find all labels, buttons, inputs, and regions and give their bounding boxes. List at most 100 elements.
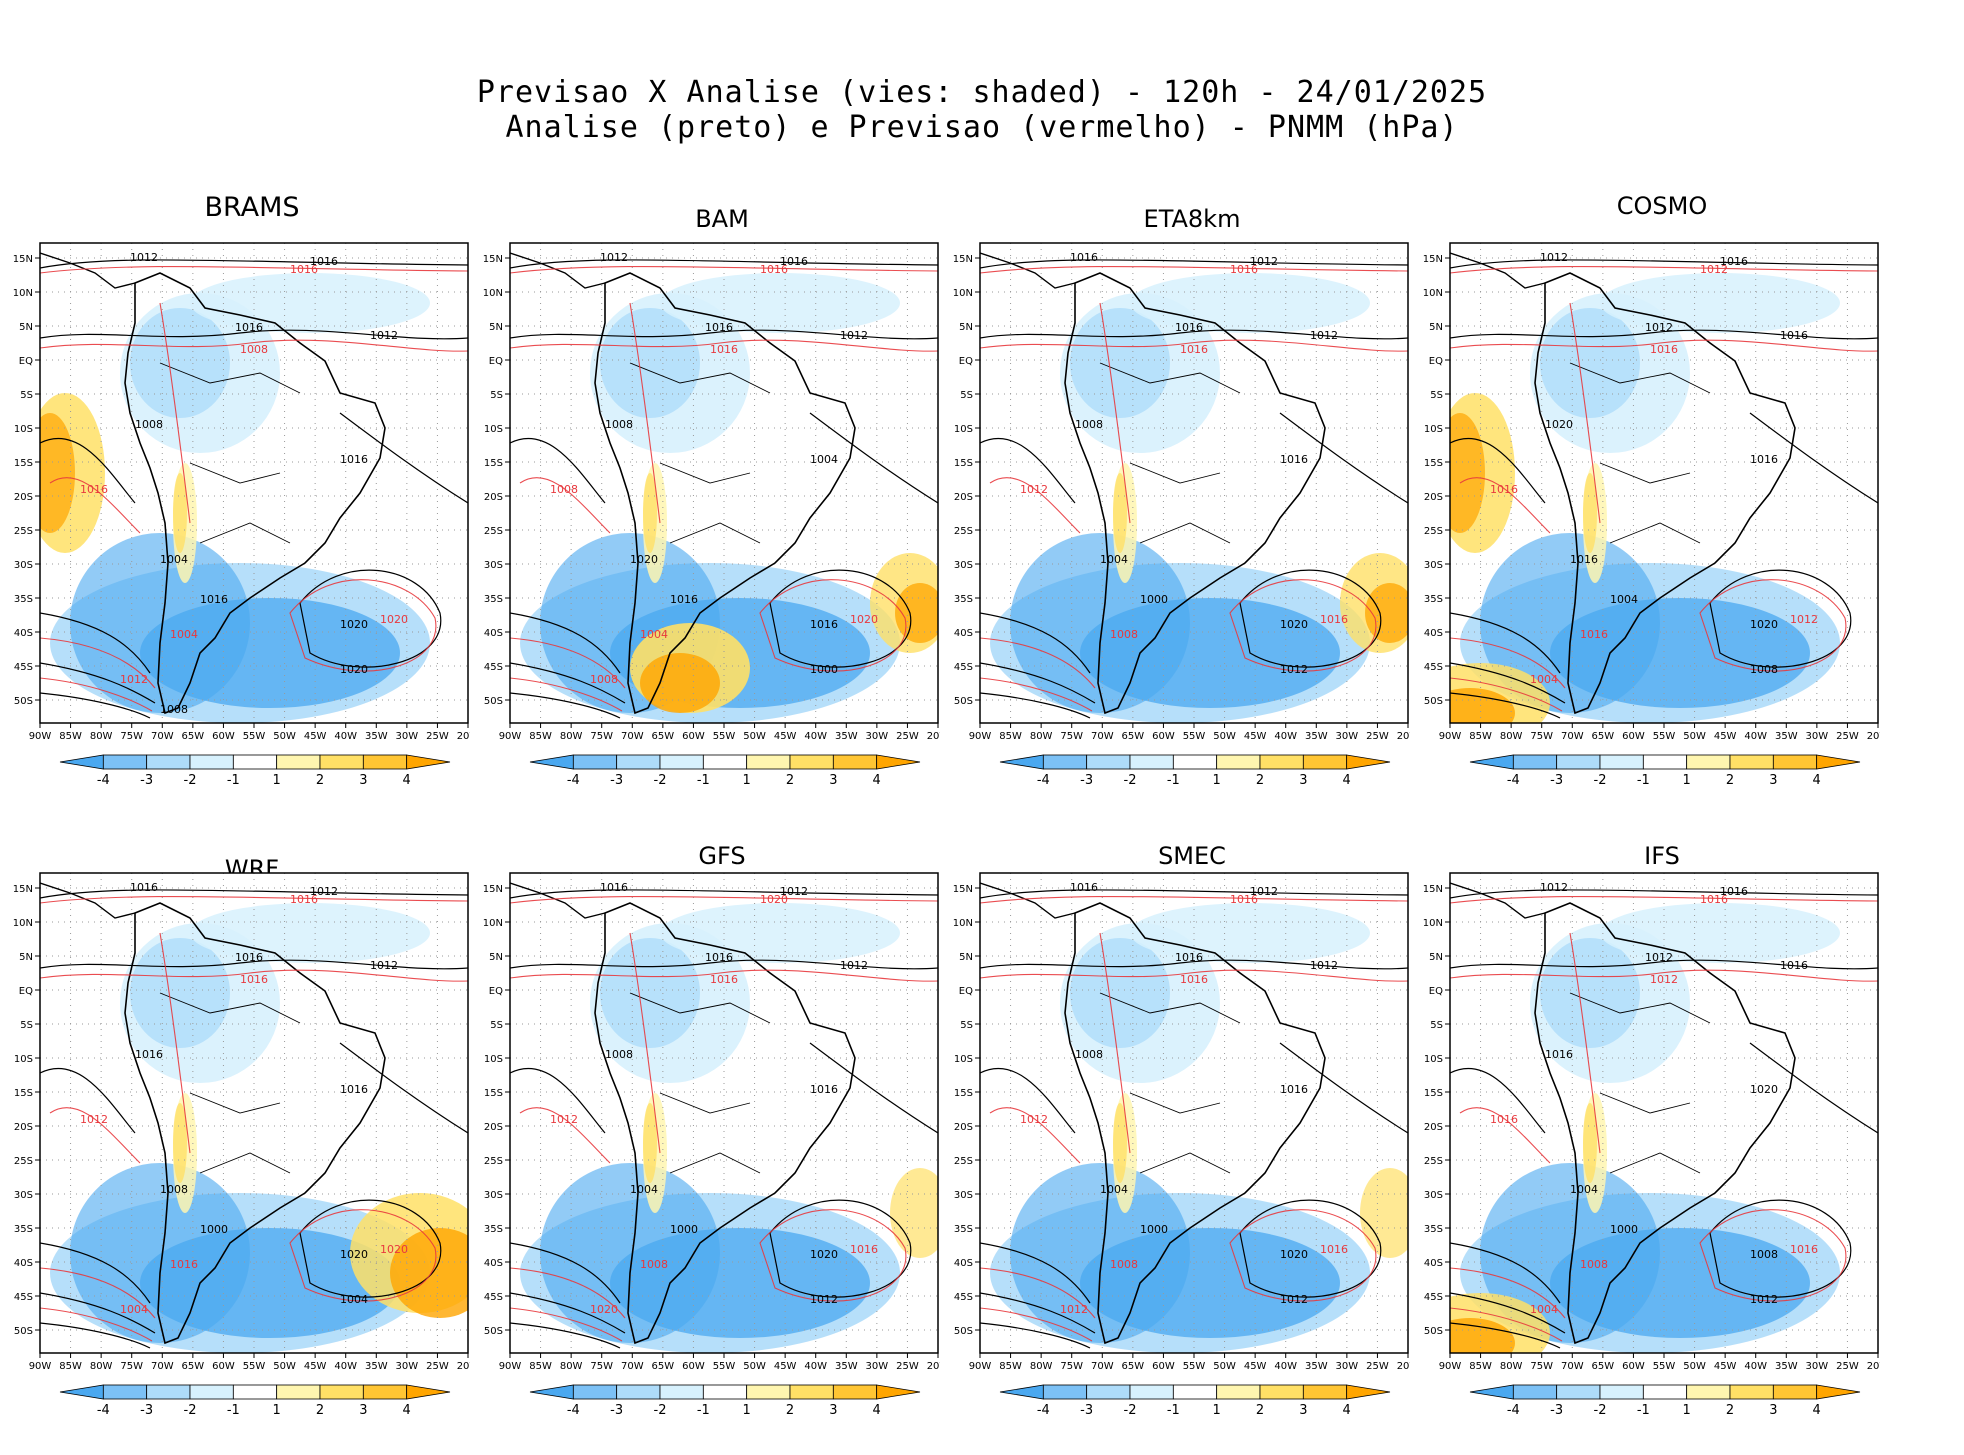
lat-tick-label: 35S bbox=[14, 1224, 33, 1235]
panel-title: SMEC bbox=[1158, 842, 1226, 870]
colorbar-segment bbox=[1772, 1384, 1818, 1400]
isobar-label-forecast: 1016 bbox=[710, 973, 738, 986]
isobar-label-forecast: 1016 bbox=[1320, 613, 1348, 626]
lat-tick-label: 15S bbox=[954, 1088, 973, 1099]
lon-tick-label: 60W bbox=[1152, 731, 1175, 742]
isobar-label-analysis: 1016 bbox=[1070, 881, 1098, 894]
lat-tick-label: EQ bbox=[489, 356, 503, 367]
isobar-label-forecast: 1004 bbox=[1530, 673, 1558, 686]
lat-tick-label: 20S bbox=[484, 1122, 503, 1133]
colorbar-segment bbox=[1642, 754, 1688, 770]
colorbar-label: 4 bbox=[873, 773, 881, 788]
lon-tick-label: 30W bbox=[866, 731, 889, 742]
colorbar-segment bbox=[1172, 754, 1218, 770]
lon-tick-label: 45W bbox=[1244, 731, 1267, 742]
isobar-label-analysis: 1016 bbox=[340, 453, 368, 466]
isobar-label-analysis: 1016 bbox=[1780, 959, 1808, 972]
lat-tick-label: 5N bbox=[489, 322, 503, 333]
lon-tick-label: 50W bbox=[743, 1361, 766, 1372]
isobar-label-forecast: 1020 bbox=[850, 613, 878, 626]
colorbar-label: 2 bbox=[1726, 1403, 1734, 1418]
isobar-label-analysis: 1012 bbox=[840, 329, 868, 342]
lat-tick-label: 25S bbox=[14, 526, 33, 537]
isobar-label-analysis: 1020 bbox=[340, 1248, 368, 1261]
lon-tick-label: 75W bbox=[1530, 731, 1553, 742]
isobar-label-analysis: 1012 bbox=[1310, 959, 1338, 972]
panel-brams: BRAMS 1012 1016 1016 1012 1008 1016 1020 1004 102… bbox=[0, 185, 470, 825]
lon-tick-label: 50W bbox=[1683, 1361, 1706, 1372]
colorbar-segment bbox=[1469, 1384, 1514, 1400]
colorbar-label: 2 bbox=[1726, 773, 1734, 788]
lon-tick-label: 40W bbox=[1744, 1361, 1767, 1372]
isobar-label-analysis: 1016 bbox=[235, 951, 263, 964]
lon-tick-label: 85W bbox=[1469, 1361, 1492, 1372]
colorbar-segment bbox=[1302, 754, 1348, 770]
isobar-label-forecast: 1016 bbox=[760, 263, 788, 276]
lon-tick-label: 75W bbox=[590, 1361, 613, 1372]
lon-tick-label: 60W bbox=[1152, 1361, 1175, 1372]
lon-tick-label: 85W bbox=[529, 731, 552, 742]
colorbar-label: 2 bbox=[316, 1403, 324, 1418]
lat-tick-label: 50S bbox=[1424, 1326, 1443, 1337]
isobar-label-forecast: 1012 bbox=[1650, 973, 1678, 986]
colorbar-segment bbox=[876, 754, 921, 770]
lat-tick-label: 40S bbox=[954, 628, 973, 639]
isobar-label-forecast: 1008 bbox=[1580, 1258, 1608, 1271]
colorbar-segment bbox=[1172, 1384, 1218, 1400]
lon-tick-label: 50W bbox=[743, 731, 766, 742]
lon-tick-label: 35W bbox=[1775, 731, 1798, 742]
lon-tick-label: 90W bbox=[29, 1361, 52, 1372]
isobar-label-analysis: 1012 bbox=[310, 885, 338, 898]
isobar-label-analysis: 1012 bbox=[1250, 885, 1278, 898]
isobar-label-analysis: 1004 bbox=[810, 453, 838, 466]
colorbar-segment bbox=[102, 1384, 148, 1400]
isobar-label-analysis: 1016 bbox=[1720, 255, 1748, 268]
lon-tick-label: 90W bbox=[1439, 1361, 1462, 1372]
colorbar-segment bbox=[1729, 1384, 1774, 1400]
colorbar-segment bbox=[1729, 754, 1774, 770]
colorbar-label: 2 bbox=[786, 773, 794, 788]
lon-tick-label: 40W bbox=[1274, 731, 1297, 742]
lat-tick-label: 25S bbox=[1424, 526, 1443, 537]
map-plot: 1016 101210161012100810161020100410121000… bbox=[953, 242, 1410, 788]
lat-tick-label: 25S bbox=[484, 1156, 503, 1167]
colorbar-label: 1 bbox=[273, 773, 281, 788]
isobar-label-analysis: 1004 bbox=[1610, 593, 1638, 606]
colorbar-segment bbox=[1259, 1384, 1304, 1400]
lat-tick-label: 5S bbox=[960, 1020, 973, 1031]
lon-tick-label: 60W bbox=[682, 731, 705, 742]
lat-tick-label: EQ bbox=[19, 986, 33, 997]
colorbar-segment bbox=[572, 754, 618, 770]
isobar-label-analysis: 1004 bbox=[340, 1293, 368, 1306]
colorbar-label: -2 bbox=[654, 773, 667, 788]
colorbar-label: 3 bbox=[359, 1403, 367, 1418]
lon-tick-label: 80W bbox=[560, 1361, 583, 1372]
lon-tick-label: 80W bbox=[560, 731, 583, 742]
colorbar: -4 -3 -2 -1 1 2 3 4 bbox=[59, 754, 451, 788]
lon-tick-label: 90W bbox=[499, 731, 522, 742]
colorbar-segment bbox=[1259, 754, 1304, 770]
lon-tick-label: 25W bbox=[1366, 1361, 1389, 1372]
isobar-label-analysis: 1016 bbox=[200, 593, 228, 606]
panel-gfs: GFS 1016 1012 1016 1012 1008 1016 1020 1004 1012 1… bbox=[470, 815, 940, 1455]
isobar-label-forecast: 1016 bbox=[290, 893, 318, 906]
lat-tick-label: 45S bbox=[484, 662, 503, 673]
colorbar-label: 3 bbox=[1299, 773, 1307, 788]
colorbar-label: -3 bbox=[1550, 773, 1563, 788]
colorbar-segment bbox=[1772, 754, 1818, 770]
isobar-label-forecast: 1012 bbox=[1790, 613, 1818, 626]
isobar-label-forecast: 1008 bbox=[590, 673, 618, 686]
isobar-label-analysis: 1008 bbox=[605, 1048, 633, 1061]
lon-tick-label: 90W bbox=[29, 731, 52, 742]
colorbar-segment bbox=[146, 1384, 191, 1400]
colorbar-label: 1 bbox=[1683, 1403, 1691, 1418]
map-plot: 1012 101610161012100810161020100410201016… bbox=[13, 242, 470, 788]
colorbar-segment bbox=[189, 1384, 234, 1400]
isobar-label-forecast: 1016 bbox=[850, 1243, 878, 1256]
colorbar-segment bbox=[406, 1384, 451, 1400]
colorbar-segment bbox=[232, 1384, 278, 1400]
colorbar-label: 2 bbox=[1256, 1403, 1264, 1418]
isobar-label-analysis: 1020 bbox=[1545, 418, 1573, 431]
lat-tick-label: 5N bbox=[959, 952, 973, 963]
colorbar-label: 1 bbox=[743, 773, 751, 788]
